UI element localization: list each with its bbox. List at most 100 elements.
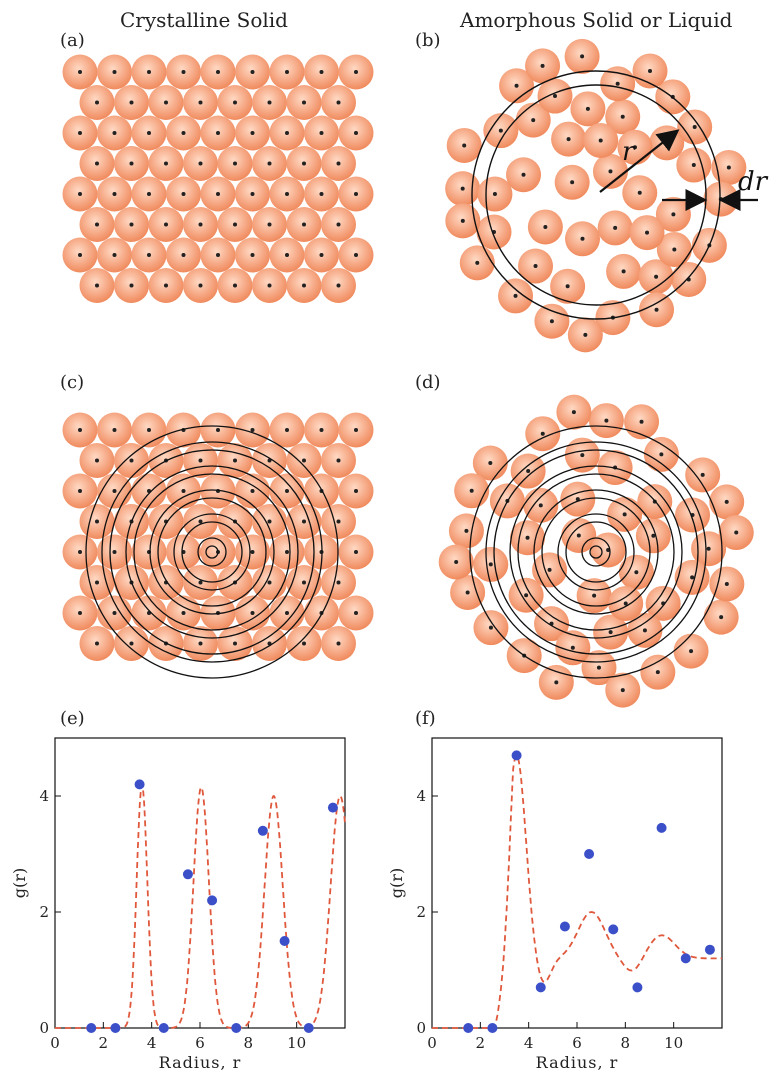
particle-center-dot <box>233 222 237 227</box>
particle-center-dot <box>570 645 575 650</box>
shell-ring <box>541 497 651 607</box>
particle-center-dot <box>285 550 289 554</box>
x-tick-label: 2 <box>476 1034 486 1052</box>
particle-center-dot <box>689 649 694 654</box>
panel-d-amorphous-shells <box>438 394 754 708</box>
particle-center-dot <box>147 192 151 196</box>
shell-ring <box>157 497 267 607</box>
particle-center-dot <box>78 253 82 257</box>
particle-center-dot <box>608 630 613 635</box>
particle-center-dot <box>95 161 99 166</box>
particle-center-dot <box>632 145 637 150</box>
particle-center-dot <box>620 114 625 119</box>
particle-center-dot <box>604 418 609 423</box>
shell-ring <box>149 489 275 615</box>
particle-center-dot <box>454 560 459 565</box>
shell-ring <box>517 473 675 631</box>
particle-center-dot <box>547 567 552 572</box>
particle-center-dot <box>164 283 168 288</box>
particle-center-dot <box>645 230 650 235</box>
particle-center-dot <box>250 70 255 74</box>
particle-center-dot <box>565 284 570 289</box>
particle-center-dot <box>691 163 696 168</box>
particle-center-dot <box>216 70 220 74</box>
x-axis-label: Radius, r <box>536 1053 619 1072</box>
data-point <box>257 825 268 836</box>
particle-center-dot <box>198 283 203 288</box>
panel-f-label: (f) <box>415 708 436 729</box>
particle-center-dot <box>514 83 519 88</box>
particle-center-dot <box>336 161 341 166</box>
particle-center-dot <box>533 264 538 269</box>
shell-ring <box>197 537 227 567</box>
particle-center-dot <box>285 428 289 432</box>
particle-center-dot <box>78 131 82 135</box>
particle-center-dot <box>78 489 82 493</box>
particle-center-dot <box>112 131 117 135</box>
particle-center-dot <box>543 224 548 229</box>
particle-center-dot <box>319 70 324 74</box>
particle-center-dot <box>285 253 289 257</box>
particle-center-dot <box>540 431 545 436</box>
particle-center-dot <box>267 161 272 166</box>
particle-center-dot <box>690 575 695 580</box>
particle-center-dot <box>250 192 255 196</box>
particle-center-dot <box>608 169 613 174</box>
panel-c-label: (c) <box>60 372 85 393</box>
particle-center-dot <box>78 428 82 432</box>
particle-center-dot <box>112 611 117 615</box>
particle-center-dot <box>198 222 203 227</box>
particle-center-dot <box>525 535 530 540</box>
particle-center-dot <box>267 283 272 288</box>
particle-center-dot <box>319 253 324 257</box>
particle-center-dot <box>198 580 203 585</box>
y-tick-label: 2 <box>39 903 49 921</box>
particle-center-dot <box>129 100 134 105</box>
dr-label: dr <box>738 167 769 197</box>
particle-center-dot <box>598 138 603 143</box>
particle-center-dot <box>95 100 99 105</box>
particle-center-dot <box>354 253 358 257</box>
x-tick-label: 10 <box>664 1034 683 1052</box>
data-point <box>463 1023 474 1033</box>
shell-ring <box>533 489 659 615</box>
particle-center-dot <box>78 192 82 196</box>
particle-center-dot <box>233 100 237 105</box>
particle-center-dot <box>554 680 559 685</box>
particle-center-dot <box>181 489 186 493</box>
x-tick-label: 4 <box>524 1034 534 1052</box>
particle-center-dot <box>648 68 653 73</box>
panel-d-label: (d) <box>415 372 441 393</box>
particle-center-dot <box>596 665 601 670</box>
y-tick-label: 4 <box>39 787 49 805</box>
particle-center-dot <box>216 192 220 196</box>
particle-center-dot <box>492 192 497 197</box>
x-tick-label: 4 <box>147 1034 157 1052</box>
particle-center-dot <box>469 488 474 493</box>
particle-center-dot <box>576 533 581 538</box>
particle-center-dot <box>475 260 480 265</box>
particle-center-dot <box>267 519 272 524</box>
data-point <box>231 1023 242 1033</box>
x-tick-label: 0 <box>50 1034 60 1052</box>
particle-center-dot <box>538 503 543 508</box>
particle-center-dot <box>216 131 220 135</box>
particle-center-dot <box>524 593 529 598</box>
particle-center-dot <box>642 628 647 633</box>
data-point <box>511 750 522 761</box>
particle-center-dot <box>336 519 341 524</box>
particle-center-dot <box>580 236 585 241</box>
particle-center-dot <box>637 190 642 195</box>
particle-center-dot <box>164 161 168 166</box>
particle-center-dot <box>181 131 186 135</box>
x-tick-label: 6 <box>572 1034 582 1052</box>
particle-center-dot <box>734 530 739 535</box>
data-point <box>279 936 290 946</box>
particle-center-dot <box>615 81 620 86</box>
particle-center-dot <box>129 283 134 288</box>
particle-center-dot <box>147 70 151 74</box>
particle-center-dot <box>198 519 203 524</box>
particle-center-dot <box>198 458 203 463</box>
data-point <box>182 869 193 880</box>
